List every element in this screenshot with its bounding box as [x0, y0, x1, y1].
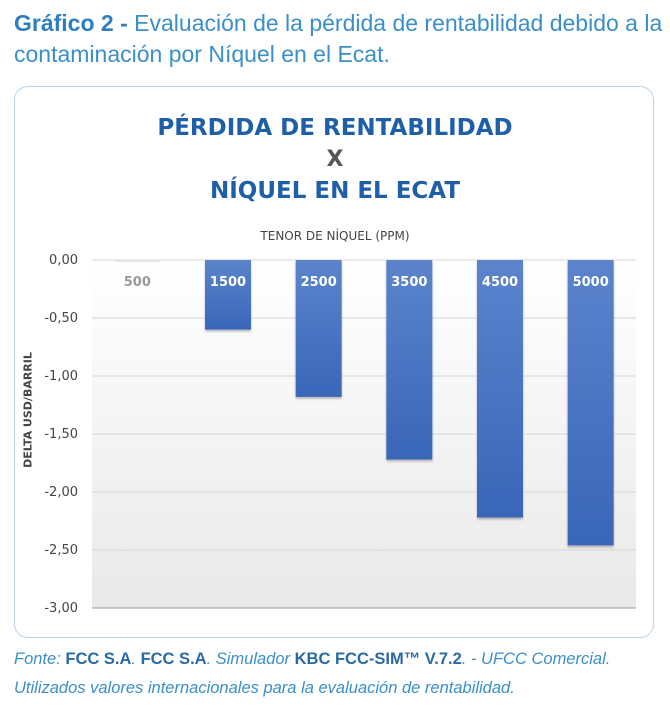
y-tick-label: -1,50	[44, 427, 78, 442]
y-tick-label: -2,50	[44, 543, 78, 558]
bar-500	[114, 260, 161, 262]
category-label-1500: 1500	[210, 275, 246, 290]
source-line-1: Fonte: FCC S.A. FCC S.A. Simulador KBC F…	[14, 645, 670, 674]
y-tick-label: 0,00	[49, 253, 78, 268]
source-label: Fonte:	[14, 650, 61, 668]
category-label-3500: 3500	[391, 275, 427, 290]
source-sep-2: .	[206, 650, 212, 668]
caption-text: Evaluación de la pérdida de rentabilidad…	[14, 10, 663, 67]
y-tick-label: -0,50	[44, 311, 78, 326]
bar-5000	[567, 260, 614, 546]
x-axis-label: TENOR DE NÍQUEL (PPM)	[260, 229, 410, 243]
chart-title-line-2: X	[326, 147, 344, 172]
source-line-2: Utilizados valores internacionales para …	[14, 679, 515, 697]
source-sim-name: KBC FCC-SIM™ V.7.2	[294, 650, 462, 668]
category-label-5000: 5000	[573, 275, 609, 290]
caption-prefix: Gráfico 2 -	[14, 10, 128, 36]
category-label-500: 500	[124, 275, 151, 290]
category-label-4500: 4500	[482, 275, 518, 290]
y-tick-label: -3,00	[44, 601, 78, 616]
bar-4500	[477, 260, 523, 518]
chart-title-line-1: PÉRDIDA DE RENTABILIDAD	[157, 115, 513, 141]
y-tick-label: -1,00	[44, 369, 78, 384]
chart-title-line-3: NÍQUEL EN EL ECAT	[209, 178, 461, 204]
figure-caption: Gráfico 2 - Evaluación de la pérdida de …	[14, 8, 664, 70]
bar-2500	[295, 260, 342, 397]
y-tick-label: -2,00	[44, 485, 78, 500]
source-note: Fonte: FCC S.A. FCC S.A. Simulador KBC F…	[14, 645, 670, 703]
source-org-2: FCC S.A	[140, 650, 207, 668]
bar-3500	[386, 260, 433, 460]
bar-1500	[205, 260, 251, 330]
source-org-1: FCC S.A	[65, 650, 132, 668]
source-sep-1: .	[131, 650, 136, 668]
source-rest: . - UFCC Comercial.	[461, 650, 611, 668]
source-simulador: Simulador	[215, 650, 291, 668]
category-label-2500: 2500	[301, 275, 337, 290]
